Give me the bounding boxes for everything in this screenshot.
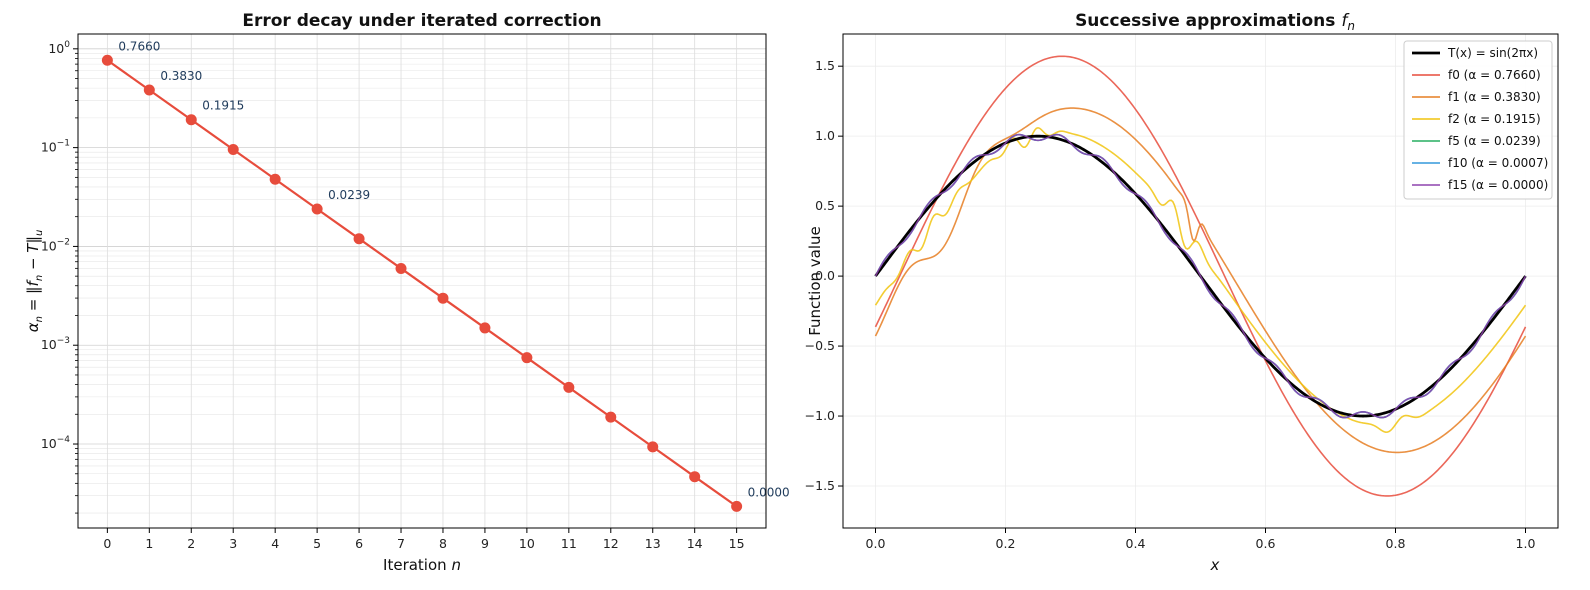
legend-entry: f5 (α = 0.0239) (1448, 134, 1541, 148)
legend-entry: f15 (α = 0.0000) (1448, 178, 1548, 192)
value-annotation: 0.0000 (748, 485, 790, 499)
left-chart: Error decay under iterated correction 0.… (24, 11, 790, 574)
data-point (227, 143, 239, 155)
data-point (689, 471, 701, 483)
left-x-tick-label: 15 (729, 536, 745, 551)
left-y-tick-label: 10−1 (41, 139, 70, 155)
right-x-tick-label: 0.2 (996, 536, 1016, 551)
data-point (647, 441, 659, 453)
data-point (605, 411, 617, 423)
left-y-ticks: 100 10−1 10−2 10−3 10−4 (41, 40, 78, 514)
right-x-tick-label: 0.4 (1126, 536, 1146, 551)
data-point (269, 173, 281, 185)
data-point (731, 500, 743, 512)
legend-entry: f1 (α = 0.3830) (1448, 90, 1541, 104)
left-y-tick-label: 10−4 (41, 435, 70, 451)
right-y-axis-title: Function value (806, 226, 824, 336)
right-x-tick-label: 0.0 (866, 536, 886, 551)
left-x-tick-label: 2 (187, 536, 195, 551)
data-point (563, 381, 575, 393)
right-y-tick-label: 1.0 (815, 128, 835, 143)
series-line-f2 (874, 126, 1527, 433)
left-x-tick-label: 11 (561, 536, 577, 551)
data-point (311, 203, 323, 215)
left-x-tick-label: 4 (271, 536, 279, 551)
left-plot-frame (77, 33, 767, 529)
legend-entry: f2 (α = 0.1915) (1448, 112, 1541, 126)
error-decay-line (106, 59, 738, 508)
value-annotation: 0.3830 (160, 69, 202, 83)
left-y-axis-title: αn = ‖fn − T‖u (24, 230, 45, 333)
right-y-tick-label: 0.0 (815, 268, 835, 283)
right-y-tick-label: −1.0 (805, 408, 835, 423)
data-point (521, 352, 533, 364)
data-point (185, 114, 197, 126)
right-chart-title: Successive approximations fn (1075, 11, 1355, 33)
legend-entry: f10 (α = 0.0007) (1448, 156, 1548, 170)
left-x-tick-label: 12 (603, 536, 619, 551)
value-annotation: 0.1915 (202, 99, 244, 113)
left-y-tick-label: 10−3 (41, 336, 70, 352)
legend-entry: T(x) = sin(2πx) (1447, 46, 1538, 60)
legend-entry: f0 (α = 0.7660) (1448, 68, 1541, 82)
left-x-tick-label: 13 (645, 536, 661, 551)
left-x-tick-label: 10 (519, 536, 535, 551)
left-annotations: 0.7660 0.3830 0.1915 0.0239 0.0000 (118, 39, 789, 499)
right-y-tick-label: 0.5 (815, 198, 835, 213)
left-x-tick-label: 14 (687, 536, 703, 551)
value-annotation: 0.0239 (328, 188, 370, 202)
left-x-tick-label: 8 (439, 536, 447, 551)
right-y-tick-label: −1.5 (805, 478, 835, 493)
left-chart-title: Error decay under iterated correction (242, 11, 601, 31)
left-x-ticks: 0 1 2 3 4 5 6 7 8 9 10 11 12 13 14 15 (103, 528, 745, 551)
data-point (143, 84, 155, 96)
data-point (101, 54, 113, 66)
left-x-tick-label: 9 (481, 536, 489, 551)
left-x-tick-label: 1 (145, 536, 153, 551)
right-y-tick-label: −0.5 (805, 338, 835, 353)
left-x-tick-label: 3 (229, 536, 237, 551)
left-y-tick-label: 10−2 (41, 237, 70, 253)
data-point (479, 322, 491, 334)
right-y-ticks: 1.5 1.0 0.5 0.0 −0.5 −1.0 −1.5 (805, 58, 843, 493)
left-y-tick-label: 100 (48, 40, 70, 56)
right-x-axis-title: x (1210, 556, 1220, 574)
right-plot-frame (842, 33, 1559, 529)
left-x-axis-title: Iteration n (383, 556, 461, 574)
right-x-tick-label: 0.8 (1386, 536, 1406, 551)
value-annotation: 0.7660 (118, 39, 160, 53)
right-y-tick-label: 1.5 (815, 58, 835, 73)
right-x-ticks: 0.0 0.2 0.4 0.6 0.8 1.0 (866, 528, 1536, 551)
data-point (353, 233, 365, 245)
left-x-tick-label: 0 (103, 536, 111, 551)
left-x-tick-label: 5 (313, 536, 321, 551)
right-x-tick-label: 0.6 (1256, 536, 1276, 551)
data-point (437, 292, 449, 304)
right-x-tick-label: 1.0 (1516, 536, 1536, 551)
right-series (874, 55, 1527, 497)
left-grid (78, 34, 766, 528)
legend-box (1403, 40, 1553, 200)
left-x-tick-label: 6 (355, 536, 363, 551)
data-point (395, 262, 407, 274)
right-chart: Successive approximations fn 0.0 0.2 0.4 0.… (805, 11, 1559, 574)
left-x-tick-label: 7 (397, 536, 405, 551)
legend: T(x) = sin(2πx) f0 (α = 0.7660) f1 (α = 0.… (1403, 40, 1553, 200)
left-series (101, 54, 743, 512)
series-line-f15 (874, 133, 1527, 419)
